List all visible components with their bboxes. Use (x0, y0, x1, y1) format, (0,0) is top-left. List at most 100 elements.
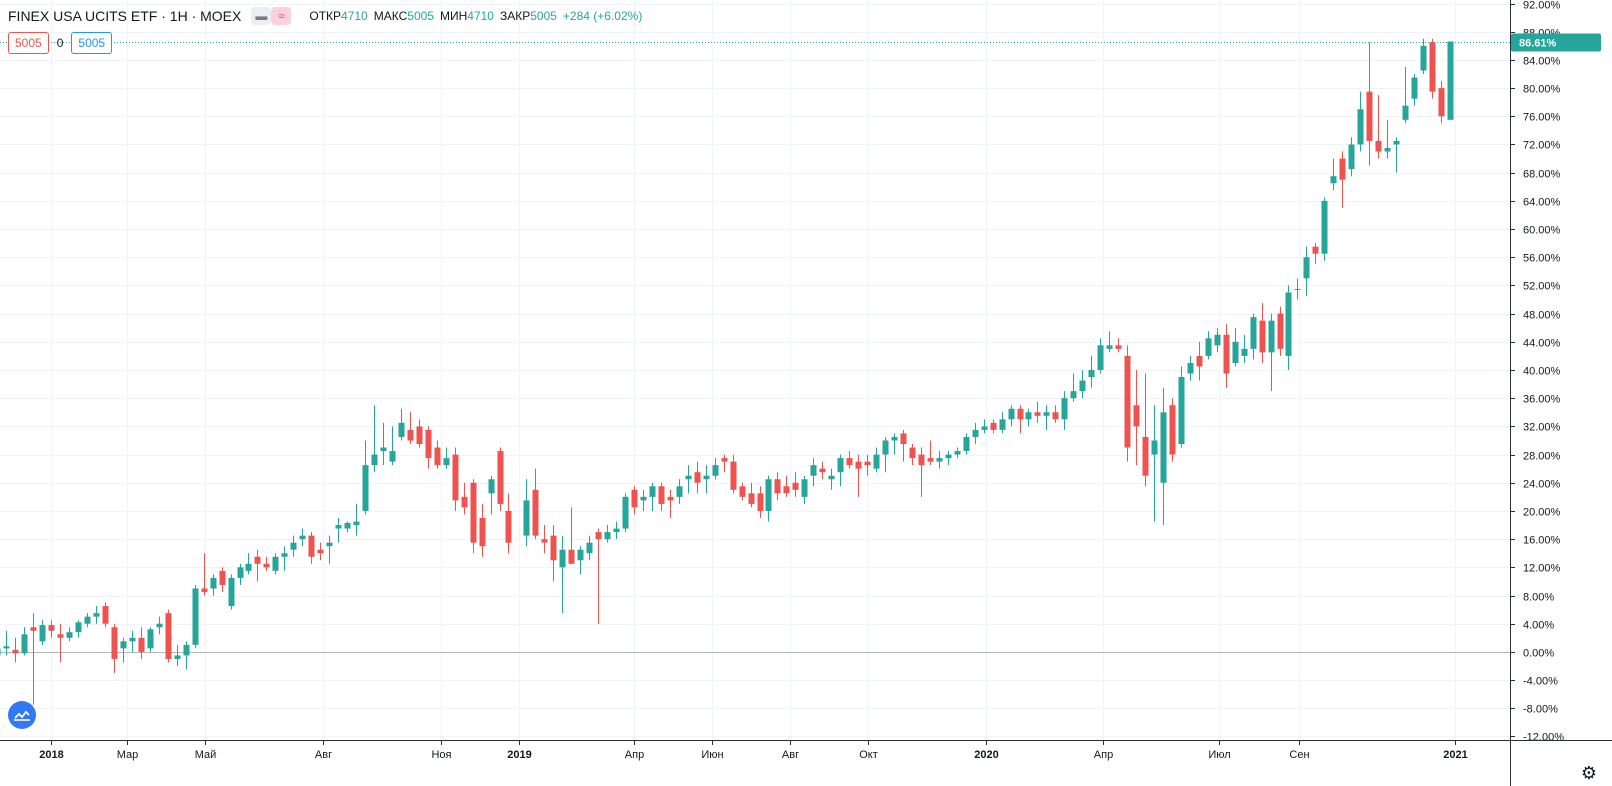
candle-body (201, 588, 208, 592)
y-tick-label: 12.00% (1523, 563, 1561, 575)
x-tick-label: Апр (1094, 749, 1113, 761)
candle-body (1160, 412, 1167, 483)
x-tick-label: 2021 (1443, 749, 1467, 761)
high-label: МАКС (373, 9, 408, 23)
candle-body (138, 637, 145, 652)
candle-body (12, 649, 19, 654)
candle-body (990, 422, 997, 430)
x-tick-label: 2019 (507, 749, 531, 761)
x-tick-label: Мар (117, 749, 139, 761)
candle-body (1348, 144, 1355, 170)
candle-body (1169, 405, 1176, 455)
candle-body (972, 429, 979, 437)
candle-body (299, 535, 306, 540)
candle-body (1034, 412, 1041, 416)
candle-body (120, 641, 127, 649)
candle-body (505, 510, 512, 543)
candle-body (1232, 341, 1239, 363)
candle-body (281, 553, 288, 557)
x-tick-label: Авг (315, 749, 332, 761)
candle-body (308, 535, 315, 557)
time-axis-bg (0, 740, 1510, 786)
candle-body (604, 532, 611, 540)
sell-price-button[interactable]: 5005 (8, 32, 49, 54)
candle-body (963, 436, 970, 452)
candle-body (228, 577, 235, 607)
candle-body (192, 588, 199, 645)
candle-body (425, 429, 432, 459)
candle-body (1223, 334, 1230, 374)
candle-body (855, 461, 862, 469)
change-value: +284 (+6.02%) (562, 9, 643, 23)
candle-body (21, 634, 28, 654)
candle-body (1294, 288, 1301, 290)
candle-body (156, 623, 163, 628)
symbol-title[interactable]: FINEX USA UCITS ETF · 1H · MOEX (8, 8, 242, 24)
candle-body (631, 489, 638, 508)
candle-body (1330, 176, 1337, 184)
candle-body (739, 486, 746, 497)
y-tick-label: -12.00% (1523, 732, 1564, 744)
candle-body (523, 500, 530, 536)
candle-body (371, 454, 378, 466)
candle-body (765, 479, 772, 511)
candle-body (757, 493, 764, 511)
candle-body (102, 606, 109, 624)
candle-body (0, 648, 1, 656)
candle-body (1250, 317, 1257, 349)
gear-icon[interactable]: ⚙ (1580, 762, 1598, 783)
candle-body (326, 542, 333, 547)
candle-body (1079, 380, 1086, 392)
candle-body (882, 440, 889, 455)
candle-body (595, 532, 602, 540)
time-axis[interactable]: 2018 Мар Май Авг Ноя 2019 Апр Июн Авг Окт 2020 Апр И… (0, 740, 1612, 786)
candle-body (57, 634, 64, 638)
candle-body (1205, 338, 1212, 356)
candle-body (1277, 313, 1284, 349)
candle-body (783, 486, 790, 494)
candle-body (837, 458, 844, 473)
candle-body (1115, 345, 1122, 349)
compare-mode-icon[interactable]: ≈ (271, 7, 292, 25)
candle-body (981, 426, 988, 430)
candle-body (111, 627, 118, 659)
candle-body (245, 563, 252, 571)
candle-body (416, 426, 423, 444)
candle-body (658, 486, 665, 504)
candle-body (1447, 41, 1454, 120)
current-value-label: 86.61% (1519, 38, 1557, 50)
candle-body (1366, 91, 1373, 141)
candle-body (1097, 345, 1104, 370)
y-tick-label: 4.00% (1523, 620, 1554, 632)
y-tick-label: 8.00% (1523, 592, 1554, 604)
y-tick-label: 84.00% (1523, 56, 1561, 68)
candle-body (488, 479, 495, 494)
candle-body (613, 528, 620, 533)
candle-body (1052, 412, 1059, 420)
cloud-shape (14, 710, 30, 721)
candle-body (568, 549, 575, 564)
tradingview-cloud-icon[interactable] (8, 701, 36, 729)
price-axis[interactable]: -12.00% -8.00% -4.00% 0.00% 4.00% 8.00% 12.00%… (1510, 0, 1612, 786)
y-tick-label: 28.00% (1523, 451, 1561, 463)
candle-body (353, 521, 360, 526)
candle-body (434, 447, 441, 466)
candle-body (317, 549, 324, 554)
current-value-badge-bg (1511, 33, 1601, 52)
candle-body (219, 570, 226, 585)
candle-body (721, 458, 728, 462)
x-tick-label: Июл (1208, 749, 1230, 761)
candle-body (649, 486, 656, 497)
candle-body (1285, 292, 1292, 356)
y-tick-label: 80.00% (1523, 84, 1561, 96)
candle-body (1196, 355, 1203, 367)
buy-price-button[interactable]: 5005 (71, 32, 113, 54)
candle-body (1070, 391, 1077, 399)
hide-indicator-icon[interactable]: ▬ (251, 7, 272, 25)
trade-buttons: 5005 0 5005 (8, 32, 113, 54)
candle-body (694, 472, 701, 483)
candle-body (1214, 334, 1221, 346)
candle-body (918, 454, 925, 466)
candle-body (479, 518, 486, 547)
